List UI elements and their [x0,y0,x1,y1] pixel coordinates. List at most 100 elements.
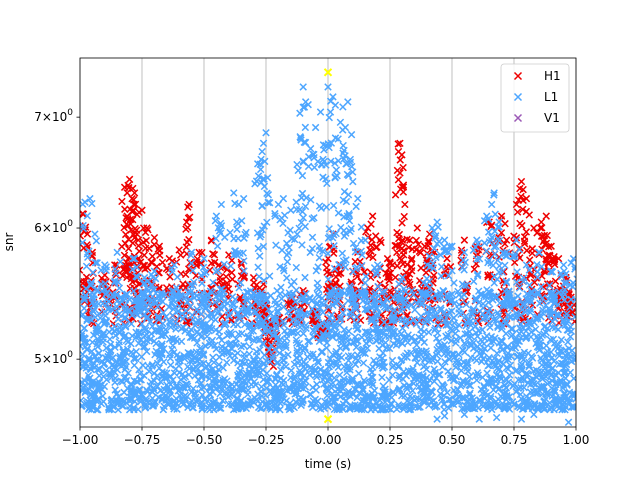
l1-point [333,172,341,180]
l1-point [435,338,443,346]
l1-point [328,390,336,398]
l1-point [524,349,533,357]
l1-point [113,400,121,408]
l1-point [469,246,478,254]
l1-point [148,362,156,370]
l1-point [546,288,554,297]
l1-point [111,378,119,387]
h1-point [393,166,402,175]
l1-point [534,404,542,412]
l1-point [344,387,353,396]
h1-point [399,163,407,172]
l1-point [311,365,319,374]
l1-point [179,383,187,392]
l1-point [478,373,487,382]
l1-point [409,290,417,299]
h1-point [399,181,408,189]
l1-point [515,284,524,292]
l1-point [130,354,138,363]
l1-point [450,319,459,327]
l1-point [322,161,330,169]
l1-point [316,246,324,254]
l1-point [301,98,310,106]
l1-point [384,324,392,333]
l1-point [308,244,317,253]
l1-point [430,244,439,253]
l1-point [128,332,136,340]
l1-point [337,383,346,392]
l1-point [462,312,470,320]
l1-point [197,271,205,280]
h1-point [195,248,203,257]
h1-point [547,242,555,250]
l1-point [567,295,575,304]
l1-point [260,222,268,230]
l1-point [376,396,384,405]
l1-point [140,310,149,319]
l1-point [325,113,333,122]
l1-point [285,312,294,320]
l1-point [295,224,303,233]
h1-point [143,224,151,232]
l1-point [346,158,355,167]
h1-point [155,242,164,250]
l1-point [210,358,218,367]
l1-point [492,293,501,302]
h1-point [127,274,136,283]
l1-point [262,129,270,137]
l1-point [110,363,118,372]
l1-point [308,353,316,362]
l1-point [220,302,229,310]
l1-point [490,189,498,197]
l1-point [429,264,438,272]
l1-point [258,226,267,234]
l1-point [370,386,379,395]
l1-point [232,339,240,348]
l1-point [552,311,560,319]
l1-point [94,405,102,414]
l1-point [142,394,150,403]
l1-point [470,354,479,363]
l1-point [512,388,520,396]
l1-point [215,327,223,336]
h1-point [457,256,465,265]
l1-point [567,259,575,267]
l1-point [296,307,304,316]
h1-point [101,271,109,279]
l1-point [400,299,408,308]
highlight-markers [323,68,333,424]
h1-point [413,224,422,232]
l1-point [241,359,249,368]
l1-point [495,401,503,410]
l1-point [334,209,343,217]
h1-point [407,263,415,271]
h1-point [396,139,404,148]
l1-point [545,281,554,290]
l1-point [234,200,243,209]
l1-point [88,199,96,208]
l1-point [300,371,309,380]
l1-point [370,392,378,401]
l1-point [197,379,205,387]
l1-point [506,361,515,370]
l1-point [492,242,500,251]
l1-point [560,389,569,397]
h1-point [367,220,375,228]
l1-point [357,223,366,231]
l1-point [394,401,403,409]
l1-point [272,241,280,249]
l1-point [466,389,474,397]
l1-point [292,263,301,272]
l1-point [352,343,361,352]
l1-point [294,306,302,315]
l1-point [325,294,333,302]
l1-point [381,385,389,393]
h1-point [397,238,406,246]
l1-point [508,325,517,333]
l1-point [372,325,380,333]
l1-point [326,108,335,116]
l1-point [175,302,183,310]
l1-point [240,257,248,265]
l1-point [333,405,341,414]
l1-point [430,312,438,320]
